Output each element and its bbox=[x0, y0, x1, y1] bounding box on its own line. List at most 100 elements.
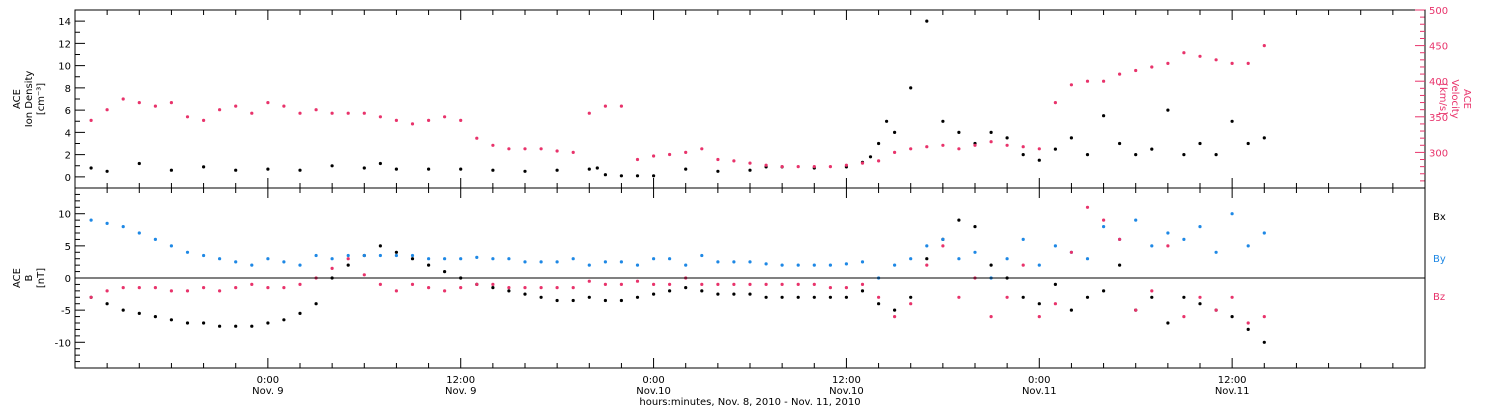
density-point bbox=[137, 161, 141, 166]
By-point bbox=[282, 260, 286, 264]
Bx-point bbox=[635, 295, 640, 299]
By-point bbox=[973, 250, 977, 254]
Bz-point bbox=[1166, 244, 1170, 248]
By-point bbox=[941, 237, 945, 241]
density-point bbox=[378, 161, 382, 166]
legend-by: By bbox=[1433, 254, 1446, 265]
velocity-point bbox=[587, 111, 591, 115]
x-tick-label-day: Nov.11 bbox=[1022, 386, 1057, 397]
Bx-point bbox=[121, 308, 125, 312]
Bx-point bbox=[1230, 315, 1234, 319]
Bx-point bbox=[282, 318, 286, 322]
velocity-point bbox=[523, 147, 527, 151]
Bx-point bbox=[491, 286, 495, 290]
density-point bbox=[1102, 114, 1106, 118]
top-left-ticks: 0 2 4 6 8 10 12 14 bbox=[58, 17, 85, 184]
velocity-point bbox=[169, 101, 173, 105]
By-point bbox=[394, 253, 398, 258]
By-point bbox=[266, 257, 270, 261]
density-point bbox=[1037, 158, 1041, 162]
legend-bz: Bz bbox=[1433, 292, 1445, 303]
Bx-point bbox=[1182, 295, 1186, 299]
Bz-point bbox=[555, 286, 559, 290]
Bx-point bbox=[716, 292, 720, 296]
velocity-point bbox=[619, 104, 624, 108]
velocity-point bbox=[1262, 44, 1266, 48]
density-point bbox=[1021, 153, 1025, 157]
By-point bbox=[378, 253, 382, 258]
Bz-point bbox=[603, 282, 608, 286]
Bz-point bbox=[909, 302, 913, 306]
Bx-point bbox=[153, 315, 157, 319]
density-point bbox=[1230, 119, 1234, 123]
Bz-point bbox=[1118, 237, 1122, 241]
density-point bbox=[1053, 147, 1057, 151]
By-point bbox=[250, 263, 254, 267]
velocity-point bbox=[571, 150, 575, 154]
velocity-point bbox=[973, 143, 977, 147]
By-point bbox=[619, 260, 624, 264]
velocity-point bbox=[844, 163, 849, 167]
velocity-point bbox=[925, 145, 929, 149]
Bz-point bbox=[491, 282, 495, 286]
By-point bbox=[1005, 257, 1009, 261]
Bx-point bbox=[1021, 295, 1025, 299]
By-point bbox=[1037, 263, 1041, 267]
Bx-point bbox=[218, 324, 222, 328]
Bx-point bbox=[202, 321, 206, 325]
By-point bbox=[603, 260, 608, 264]
velocity-point bbox=[314, 108, 318, 112]
Bz-point bbox=[153, 286, 157, 290]
Bx-point bbox=[105, 302, 109, 306]
velocity-point bbox=[764, 163, 768, 167]
By-point bbox=[202, 253, 206, 258]
velocity-point bbox=[410, 122, 415, 126]
Bx-point bbox=[909, 295, 913, 299]
Bx-point bbox=[1069, 308, 1073, 312]
density-point bbox=[909, 86, 913, 90]
top-y2label-line-2: Velocity bbox=[1449, 79, 1460, 118]
By-point bbox=[314, 253, 318, 258]
velocity-point bbox=[893, 150, 897, 154]
By-point bbox=[700, 253, 704, 258]
By-point bbox=[764, 262, 768, 266]
By-point bbox=[362, 253, 366, 258]
x-tick-label-day: Nov. 9 bbox=[252, 386, 283, 397]
velocity-point bbox=[1198, 54, 1202, 58]
Bx-point bbox=[1198, 302, 1202, 306]
Bz-point bbox=[330, 266, 334, 270]
By-point bbox=[475, 255, 479, 259]
bottom-left-ticks: -10 -5 0 5 10 bbox=[55, 193, 85, 363]
velocity-point bbox=[796, 165, 800, 169]
Bx-point bbox=[378, 244, 382, 248]
x-tick-label-time: 0:00 bbox=[642, 375, 664, 386]
Bx-point bbox=[314, 302, 318, 306]
By-point bbox=[1085, 257, 1090, 261]
Bz-point bbox=[716, 282, 720, 286]
top-ylabel-line-3: [cm⁻³] bbox=[36, 83, 47, 115]
Bz-point bbox=[860, 282, 865, 286]
By-point bbox=[539, 260, 543, 264]
Bx-point bbox=[1262, 340, 1266, 344]
top-left-tick-label: 8 bbox=[65, 84, 71, 95]
Bz-point bbox=[250, 282, 254, 286]
bottom-left-tick-label: 0 bbox=[65, 274, 71, 285]
density-point bbox=[619, 174, 624, 178]
By-point bbox=[668, 257, 672, 261]
top-right-tick-label: 450 bbox=[1429, 42, 1448, 53]
By-point bbox=[684, 263, 688, 267]
velocity-point bbox=[282, 104, 286, 108]
By-point bbox=[121, 225, 125, 229]
density-point bbox=[989, 130, 993, 134]
Bz-point bbox=[1085, 205, 1090, 209]
Bz-point bbox=[748, 282, 752, 286]
Bx-point bbox=[137, 311, 141, 315]
Bz-point bbox=[427, 286, 431, 290]
velocity-point bbox=[1021, 145, 1025, 149]
bottom-panel: -10 -5 0 5 10 ACE B [nT] Bx By Bz bbox=[12, 187, 1446, 369]
Bz-point bbox=[668, 282, 672, 286]
Bx-point bbox=[250, 324, 254, 328]
Bz-point bbox=[1053, 302, 1057, 306]
By-point bbox=[427, 257, 431, 261]
